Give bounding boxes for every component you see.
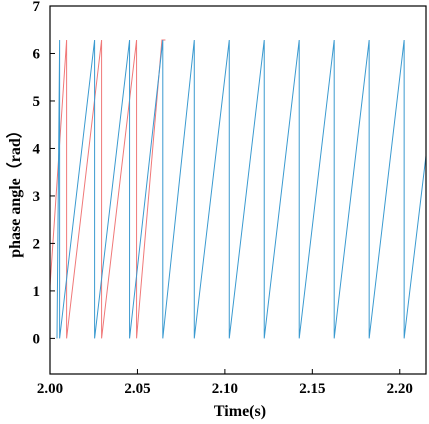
x-tick-label: 2.15: [299, 381, 325, 397]
x-axis-title: Time(s): [214, 403, 266, 420]
y-tick-label: 0: [33, 331, 41, 347]
y-axis: 0 1 2 3 4 5 6 7: [33, 0, 55, 347]
series-line-1: [49, 39, 166, 339]
plot-frame: [49, 5, 427, 375]
y-tick-label: 1: [33, 284, 41, 300]
y-tick-label: 4: [33, 141, 41, 157]
y-tick-label: 5: [33, 94, 41, 110]
x-axis: 2.00 2.05 2.10 2.15 2.20: [37, 369, 413, 397]
x-tick-label: 2.00: [37, 381, 63, 397]
plot-lines: [49, 39, 427, 339]
y-tick-label: 6: [33, 46, 41, 62]
y-tick-label: 2: [33, 236, 41, 252]
y-axis-title: phase angle（rad）: [6, 122, 24, 258]
y-tick-label: 3: [33, 189, 41, 205]
x-tick-label: 2.20: [387, 381, 413, 397]
x-tick-label: 2.10: [212, 381, 238, 397]
x-tick-label: 2.05: [124, 381, 150, 397]
y-tick-label: 7: [33, 0, 41, 15]
series-line-2: [56, 39, 427, 339]
